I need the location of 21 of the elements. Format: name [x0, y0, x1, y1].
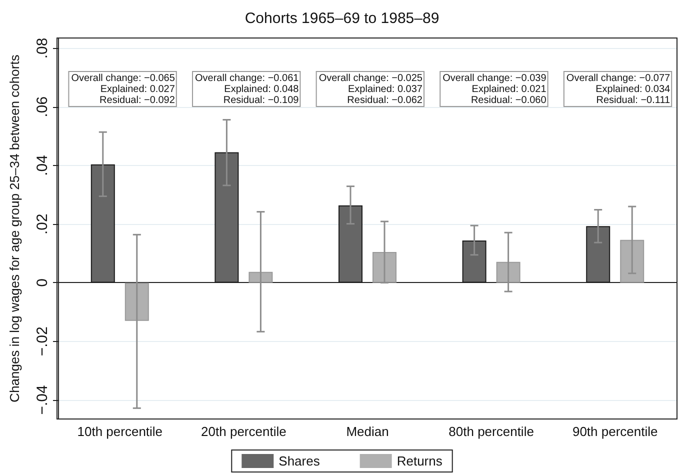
x-tick-label: Median: [346, 424, 389, 439]
x-tick-label: 80th percentile: [448, 424, 534, 439]
y-tick-label: .02: [34, 214, 51, 235]
legend-label: Returns: [396, 454, 443, 468]
x-tick-label: 10th percentile: [77, 424, 163, 439]
y-tick-label: .04: [34, 155, 51, 176]
legend-label: Shares: [278, 454, 320, 468]
annotation: Overall change: −0.039 Explained: 0.021 Residual: −0.060: [442, 73, 547, 106]
y-tick-label: −.02: [34, 326, 51, 356]
y-tick-label: −.04: [34, 385, 51, 415]
annotation: Overall change: −0.065 Explained: 0.027 Residual: −0.092: [71, 73, 176, 106]
y-tick-label: 0: [34, 278, 51, 287]
annotation: Overall change: −0.061 Explained: 0.048 Residual: −0.109: [195, 73, 300, 106]
y-axis-title: Changes in log wages for age group 25–34 between cohorts: [7, 54, 22, 402]
y-tick-label: .06: [34, 96, 51, 118]
chart-title: Cohorts 1965–69 to 1985–89: [244, 10, 440, 27]
annotation: Overall change: −0.025 Explained: 0.037 Residual: −0.062: [318, 73, 423, 106]
annotation: Overall change: −0.077 Explained: 0.034 Residual: −0.111: [566, 73, 671, 106]
y-tick-label: .08: [34, 38, 51, 59]
x-tick-label: 20th percentile: [201, 424, 286, 439]
x-tick-label: 90th percentile: [572, 424, 658, 439]
